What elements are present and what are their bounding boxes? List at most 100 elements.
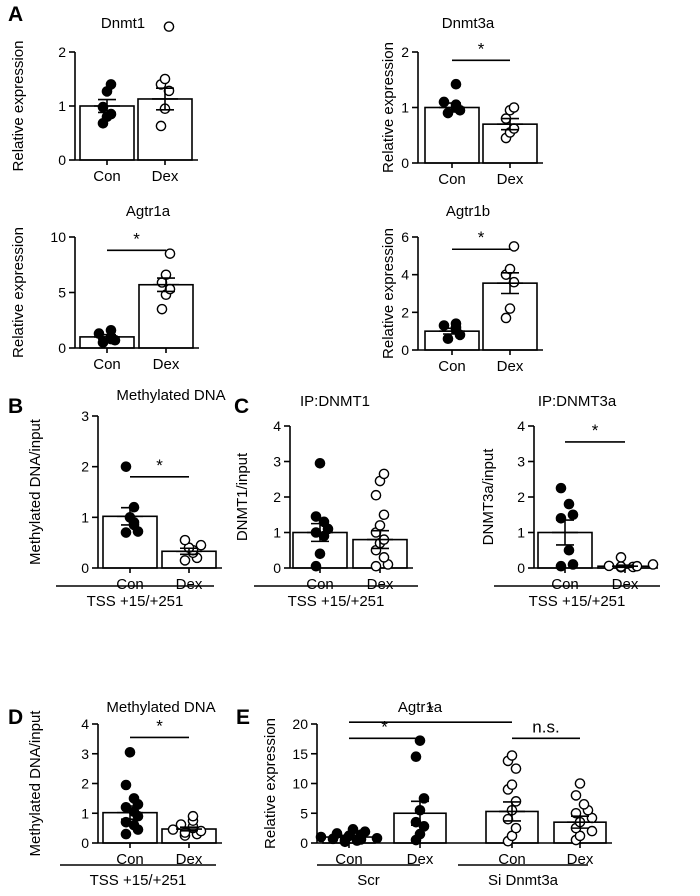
y-tick-label: 0 xyxy=(517,560,525,576)
data-point xyxy=(156,303,168,315)
data-point xyxy=(510,763,522,774)
chart-b: Methylated DNA Methylated DNA/input 0 1 2 3 Co… xyxy=(27,387,226,610)
panel-label-e: E xyxy=(236,706,250,729)
y-axis-label: Relative expression xyxy=(380,42,397,173)
group-label: Si Dnmt3a xyxy=(488,872,559,889)
data-point xyxy=(187,810,199,822)
y-axis-label: Relative expression xyxy=(262,718,279,849)
significance-label: * xyxy=(156,716,163,735)
y-axis-label: Methylated DNA/input xyxy=(27,418,44,565)
x-tick-label: Con xyxy=(116,576,144,593)
y-tick-label: 0 xyxy=(58,340,66,356)
y-tick-label: 10 xyxy=(50,229,66,245)
data-point xyxy=(378,468,390,480)
data-point xyxy=(179,555,191,566)
group-label: TSS +15/+251 xyxy=(90,872,187,889)
data-point xyxy=(164,248,176,259)
data-point xyxy=(410,751,422,763)
data-point xyxy=(563,544,575,556)
y-tick-label: 2 xyxy=(517,489,525,505)
x-tick-label: Dex xyxy=(152,168,179,185)
significance-label: * xyxy=(478,228,485,247)
data-point xyxy=(163,21,175,32)
y-tick-label: 2 xyxy=(401,304,409,320)
x-tick-label: Con xyxy=(116,851,144,868)
y-axis-label: DNMT1/input xyxy=(234,452,251,541)
data-point xyxy=(506,779,518,790)
y-tick-label: 5 xyxy=(300,805,308,821)
panel-label-a: A xyxy=(8,3,23,26)
panel-label-b: B xyxy=(8,395,23,418)
y-tick-label: 3 xyxy=(273,454,281,470)
data-point xyxy=(124,746,136,758)
data-point xyxy=(370,560,382,572)
significance-label: * xyxy=(156,456,163,475)
y-axis-label: DNMT3a/input xyxy=(480,448,497,546)
data-point xyxy=(195,539,207,551)
y-tick-label: 0 xyxy=(300,835,308,851)
data-point xyxy=(359,826,371,837)
y-tick-label: 2 xyxy=(81,459,89,475)
data-point xyxy=(578,799,590,810)
y-tick-label: 0 xyxy=(81,560,89,576)
y-axis-label: Relative expression xyxy=(380,228,397,359)
data-point xyxy=(314,548,326,560)
chart-title: Dnmt1 xyxy=(101,15,145,32)
chart-title: IP:DNMT3a xyxy=(538,393,617,410)
data-point xyxy=(371,832,383,844)
chart-title: Agtr1a xyxy=(126,203,171,220)
x-tick-label: Dex xyxy=(176,576,203,593)
chart-a4: Agtr1b Relative expression 0 2 4 6 Con Dex * xyxy=(380,203,543,375)
x-tick-label: Dex xyxy=(497,171,524,188)
x-tick-label: Con xyxy=(93,356,121,373)
y-tick-label: 3 xyxy=(81,408,89,424)
chart-a2: Dnmt3a Relative expression 0 1 2 Con Dex * xyxy=(380,15,543,188)
data-point xyxy=(442,107,454,119)
y-axis-label: Relative expression xyxy=(10,41,27,172)
data-point xyxy=(374,520,386,531)
chart-title: Dnmt3a xyxy=(442,15,495,32)
y-tick-label: 10 xyxy=(292,776,308,792)
x-tick-label: Con xyxy=(306,576,334,593)
y-tick-label: 1 xyxy=(81,509,89,525)
data-point xyxy=(128,793,140,804)
y-tick-label: 1 xyxy=(81,805,89,821)
data-point xyxy=(586,825,598,837)
data-point xyxy=(508,102,520,113)
x-tick-label: Dex xyxy=(176,851,203,868)
x-tick-label: Con xyxy=(335,851,363,868)
x-tick-label: Con xyxy=(551,576,579,593)
data-point xyxy=(506,750,518,761)
data-point xyxy=(500,312,512,324)
significance-label: * xyxy=(427,701,434,720)
data-point xyxy=(418,821,430,832)
group-label: TSS +15/+251 xyxy=(87,593,184,610)
data-point xyxy=(310,511,322,522)
data-point xyxy=(414,735,426,746)
y-tick-label: 15 xyxy=(292,746,308,762)
data-point xyxy=(510,822,522,834)
x-tick-label: Con xyxy=(438,171,466,188)
y-tick-label: 2 xyxy=(401,44,409,60)
y-axis-label: Relative expression xyxy=(10,227,27,358)
chart-e: Agtr1a Relative expression 0 5 10 15 20 Con Dex C… xyxy=(262,699,612,889)
y-tick-label: 3 xyxy=(81,746,89,762)
x-tick-label: Dex xyxy=(407,851,434,868)
data-point xyxy=(347,824,359,835)
x-tick-label: Con xyxy=(438,358,466,375)
data-point xyxy=(567,509,579,521)
chart-title: Agtr1b xyxy=(446,203,490,220)
chart-a1: Dnmt1 Relative expression 0 1 2 Con Dex xyxy=(10,15,198,185)
data-point xyxy=(378,509,390,521)
data-point xyxy=(438,96,450,108)
data-point xyxy=(555,482,567,494)
chart-c2: IP:DNMT3a DNMT3a/input 0 1 2 3 4 Con Dex * TSS +15… xyxy=(480,393,660,610)
data-point xyxy=(120,527,132,538)
chart-title: Methylated DNA xyxy=(116,387,225,404)
y-tick-label: 4 xyxy=(401,267,409,283)
y-tick-label: 0 xyxy=(401,155,409,171)
significance-label: * xyxy=(478,39,485,58)
y-tick-label: 4 xyxy=(81,716,89,732)
